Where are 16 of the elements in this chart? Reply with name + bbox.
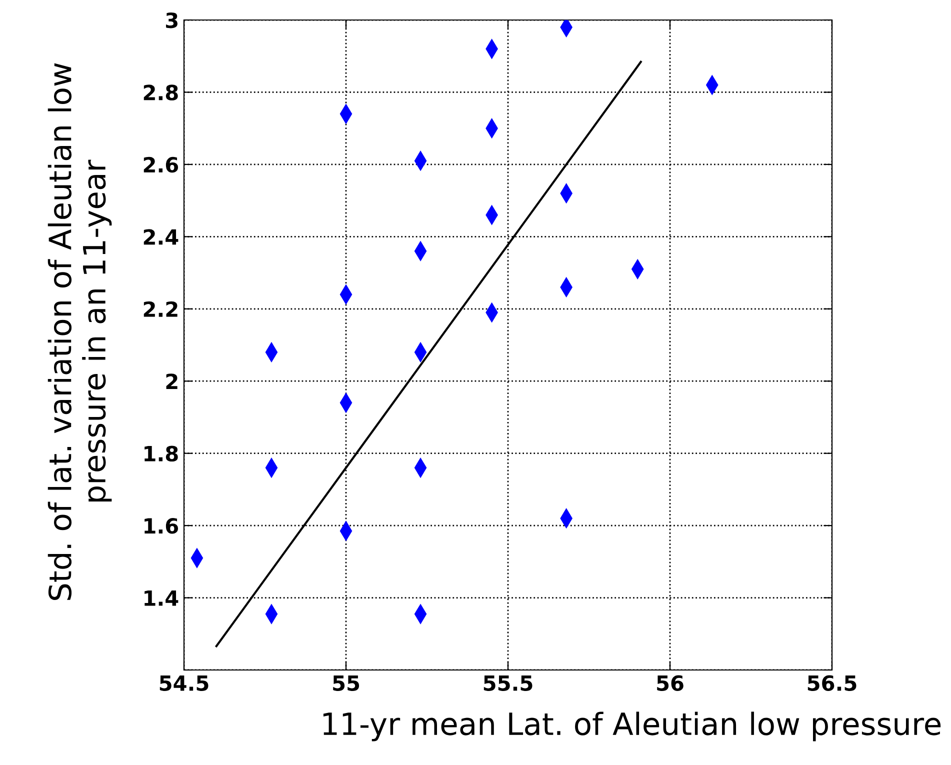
y-tick-label: 2.8 (144, 84, 178, 100)
y-tick-label: 1.8 (144, 446, 178, 462)
y-tick-label: 2 (166, 374, 178, 390)
y-tick-label: 3 (166, 12, 178, 28)
y-tick-label: 2.6 (144, 156, 178, 173)
y-tick-label: 2.2 (144, 301, 178, 317)
y-tick-label: 2.4 (144, 229, 178, 245)
x-tick-label: 56.5 (808, 675, 856, 691)
x-axis-title: 11-yr mean Lat. of Aleutian low pressure (323, 712, 941, 742)
x-tick-label: 54.5 (160, 676, 208, 691)
y-axis-title: Std. of lat. variation of Aleutian low pressure in an 11-year (48, 63, 112, 600)
x-tick-label: 56 (657, 675, 684, 691)
y-tick-label: 1.4 (144, 590, 178, 606)
x-tick-label: 55 (333, 676, 360, 691)
y-tick-label: 1.6 (144, 518, 178, 534)
x-tick-label: 55.5 (484, 676, 532, 691)
